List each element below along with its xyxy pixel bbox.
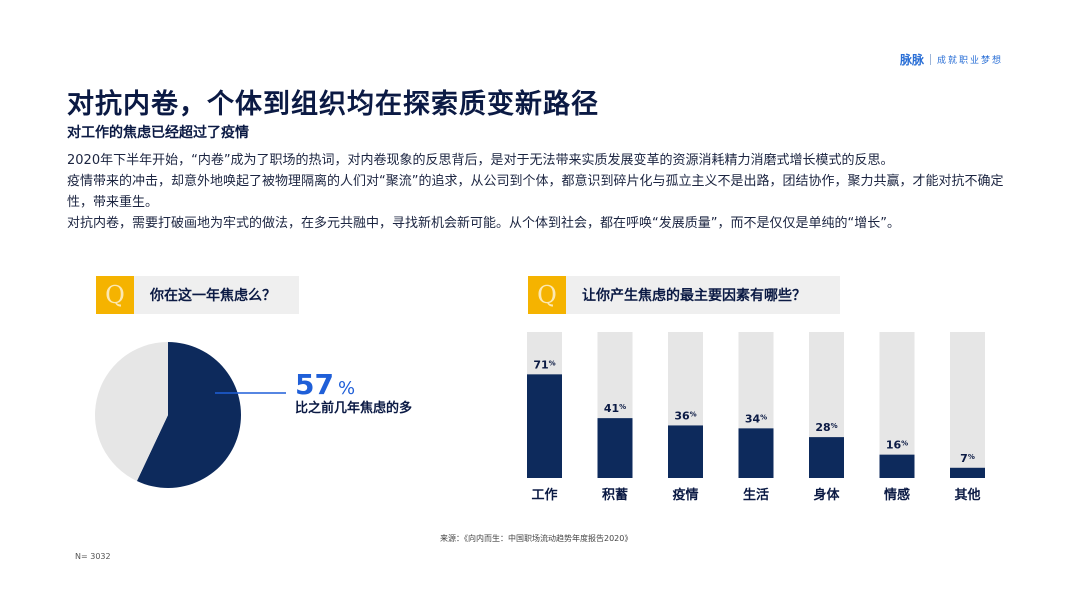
- body-text: 2020年下半年开始，“内卷”成为了职场的热词，对内卷现象的反思背后，是对于无法…: [67, 150, 1027, 234]
- bar-情感: [879, 454, 915, 478]
- bar-工作: [527, 374, 562, 478]
- paragraph-1: 2020年下半年开始，“内卷”成为了职场的热词，对内卷现象的反思背后，是对于无法…: [67, 153, 894, 168]
- brand-slogan: 成就职业梦想: [937, 56, 1004, 66]
- bar-background: [950, 332, 985, 478]
- bar-value-label: 71%: [533, 358, 555, 371]
- bar-身体: [809, 437, 844, 478]
- pie-slice-0: [136, 342, 241, 488]
- bar-疫情: [668, 425, 703, 478]
- bar-生活: [738, 428, 774, 478]
- bar-value-label: 7%: [960, 452, 975, 465]
- bar-value-label: 34%: [745, 412, 767, 425]
- stat-callout: 57% 比之前几年焦虑的多: [295, 368, 412, 416]
- page-title: 对抗内卷，个体到组织均在探索质变新路径: [67, 89, 599, 120]
- bar-value-label: 16%: [886, 439, 908, 452]
- bar-value-label: 41%: [604, 402, 626, 415]
- bar-category-label: 积蓄: [602, 487, 628, 503]
- paragraph-2: 疫情带来的冲击，却意外地唤起了被物理隔离的人们对“聚流”的追求，从公司到个体，都…: [67, 174, 1004, 210]
- pie-slice-1: [95, 342, 168, 482]
- stat-value: 57: [295, 368, 334, 401]
- bar-category-label: 疫情: [672, 487, 698, 503]
- bar-chart: 71% 工作 41% 积蓄 36% 疫情 34% 生活 28% 身体 16% 情感 7% 其他: [527, 332, 985, 503]
- sample-size: N= 3032: [75, 552, 111, 561]
- bar-value-label: 36%: [674, 409, 696, 422]
- question-bar-2: Q 让你产生焦虑的最主要因素有哪些？: [528, 276, 840, 314]
- bar-category-label: 工作: [531, 487, 557, 503]
- bar-category-label: 生活: [743, 487, 769, 503]
- page-subtitle: 对工作的焦虑已经超过了疫情: [67, 125, 249, 141]
- source-note: 来源：《向内而生：中国职场流动趋势年度报告2020》: [440, 534, 633, 543]
- bar-value-label: 28%: [815, 421, 837, 434]
- bar-background: [879, 332, 915, 478]
- stat-label: 比之前几年焦虑的多: [295, 401, 413, 416]
- q-icon: Q: [96, 276, 134, 314]
- question-bar-1: Q 你在这一年焦虑么？: [96, 276, 299, 314]
- brand: 脉脉 成就职业梦想: [900, 51, 1003, 68]
- question-2-text: 让你产生焦虑的最主要因素有哪些？: [582, 288, 806, 304]
- paragraph-3: 对抗内卷，需要打破画地为牢式的做法，在多元共融中，寻找新机会新可能。从个体到社会…: [67, 216, 900, 231]
- bar-category-label: 情感: [884, 487, 910, 503]
- brand-separator: [930, 54, 932, 65]
- bar-其他: [950, 467, 985, 478]
- brand-logo: 脉脉: [900, 53, 925, 67]
- q-icon: Q: [528, 276, 566, 314]
- question-1-text: 你在这一年焦虑么？: [150, 288, 276, 304]
- pie-chart: [95, 342, 286, 488]
- bar-category-label: 身体: [813, 487, 840, 503]
- bar-category-label: 其他: [954, 487, 980, 503]
- stat-unit: %: [337, 378, 356, 399]
- bar-积蓄: [597, 418, 633, 478]
